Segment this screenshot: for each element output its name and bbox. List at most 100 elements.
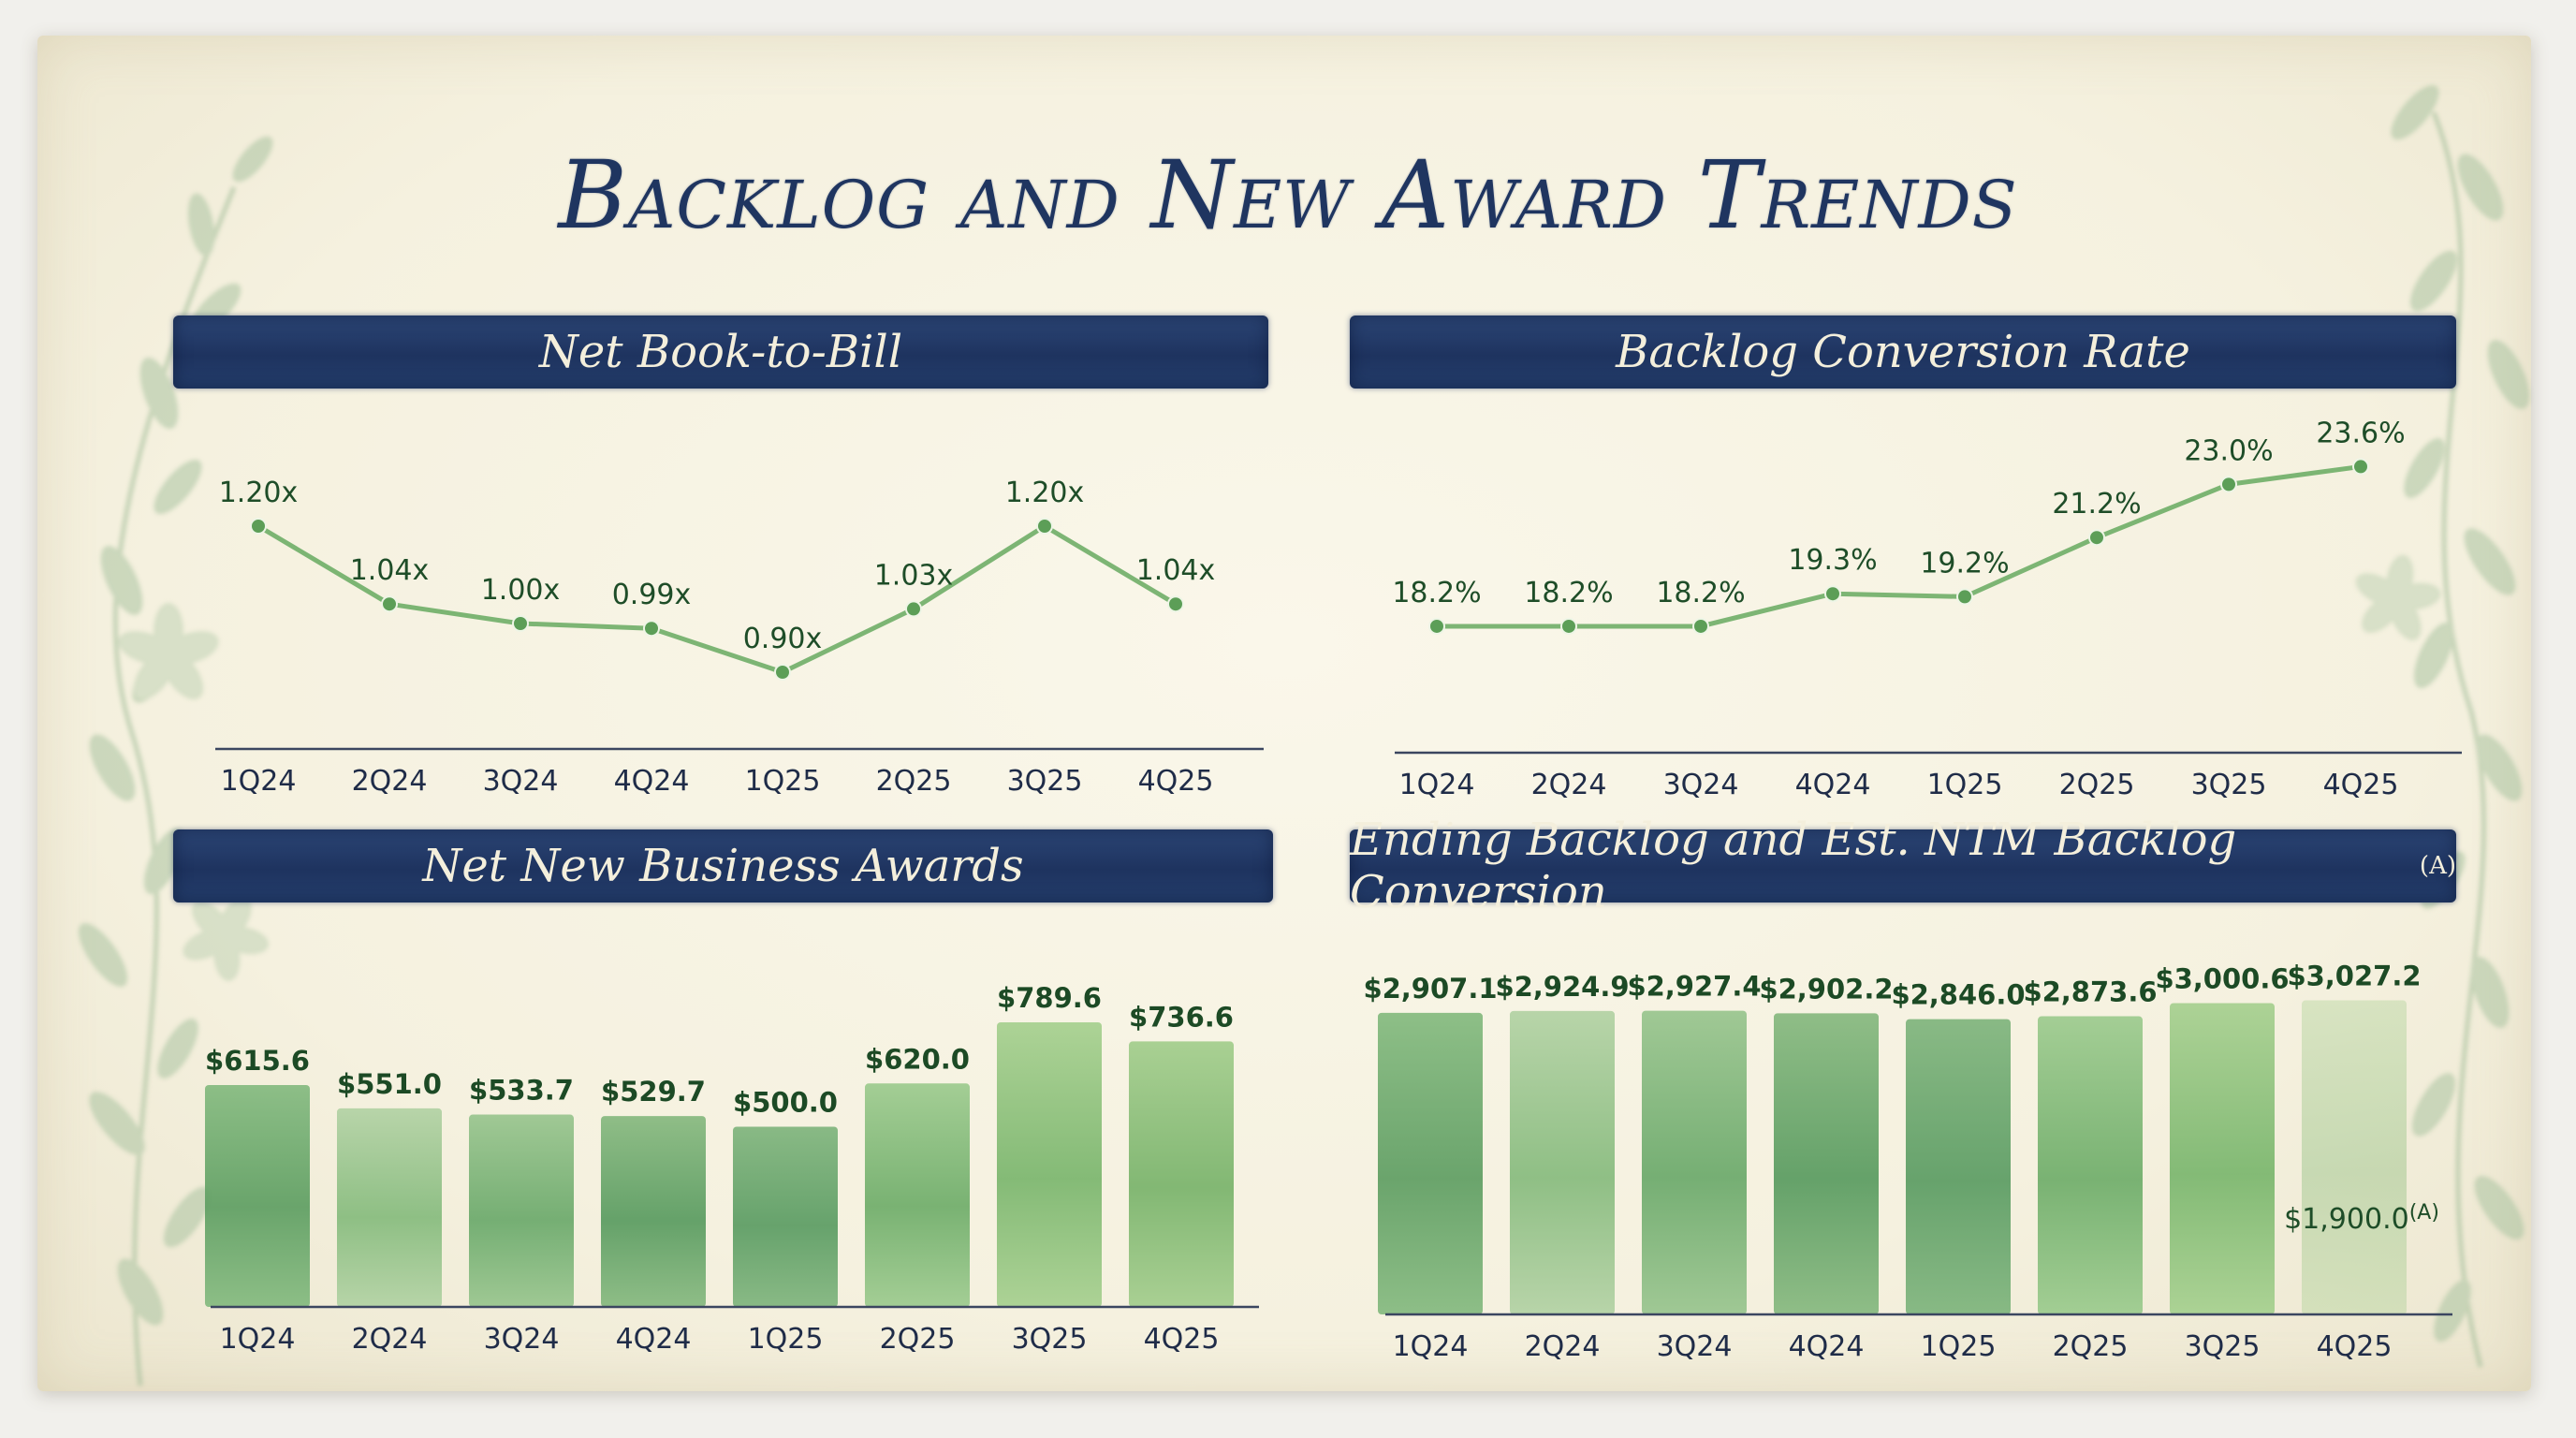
awards-bar-label: $736.6 [1129, 1001, 1234, 1033]
leaf-shape [2413, 622, 2454, 689]
leaf-shape [2434, 1279, 2471, 1343]
backlog-bar-label: $2,927.4 [1627, 971, 1761, 1003]
leaf-shape [2404, 438, 2445, 498]
awards-bar [469, 1114, 574, 1307]
panel-title-backlog: Ending Backlog and Est. NTM Backlog Conv… [1350, 814, 2237, 918]
backlog-x-tick-label: 2Q25 [2053, 1330, 2129, 1363]
backlog-bar-label: $2,902.2 [1759, 973, 1893, 1005]
book_to_bill-data-label: 0.99x [612, 579, 692, 611]
leaf-shape [89, 734, 136, 801]
backlog-bar [1510, 1010, 1615, 1314]
conversion-line-segment [1962, 535, 2100, 599]
leaf-shape [2457, 154, 2504, 221]
leaf-shape [78, 923, 128, 987]
backlog-bar-label: $2,924.9 [1495, 971, 1629, 1003]
book_to_bill-data-label: 1.00x [481, 574, 561, 607]
conversion-x-tick-label: 1Q25 [1927, 769, 2003, 801]
conversion-data-label: 19.2% [1920, 547, 2009, 580]
book_to_bill-line-segment [911, 523, 1047, 611]
book_to_bill-x-tick-label: 4Q25 [1138, 765, 1214, 798]
backlog-x-tick-label: 1Q25 [1921, 1330, 1997, 1363]
awards-bar-label: $551.0 [337, 1068, 442, 1100]
backlog-x-tick-label: 4Q24 [1789, 1330, 1865, 1363]
backlog-bar [2302, 1000, 2407, 1314]
book_to_bill-x-tick-label: 2Q25 [876, 765, 952, 798]
conversion-x-tick-label: 3Q25 [2191, 769, 2267, 801]
awards-x-tick-label: 2Q25 [880, 1323, 956, 1356]
leaf-shape [154, 459, 202, 515]
awards-x-tick-label: 3Q24 [484, 1323, 560, 1356]
leaf-shape [117, 1258, 164, 1326]
book_to_bill-line-segment [256, 523, 392, 607]
backlog-x-tick-label: 3Q24 [1657, 1330, 1733, 1363]
book_to_bill-data-label: 1.04x [1136, 554, 1216, 587]
leaf-shape [2474, 1175, 2525, 1240]
backlog-annotation-footnote: (A) [2409, 1201, 2439, 1225]
conversion-point [2088, 529, 2105, 547]
awards-bar [997, 1022, 1102, 1307]
conversion-x-tick-label: 4Q25 [2323, 769, 2399, 801]
backlog-bar [1906, 1019, 2011, 1314]
book_to_bill-point [512, 615, 529, 632]
conversion-data-label: 19.3% [1788, 544, 1877, 577]
conversion-rate-line-chart: 1Q24 2Q24 3Q24 4Q24 1Q25 2Q25 3Q25 4Q25 18.2% 18.… [1392, 417, 2462, 801]
conversion-data-label: 23.6% [2316, 417, 2405, 449]
book_to_bill-point [643, 620, 660, 638]
leaf-shape [100, 546, 143, 615]
conversion-data-label: 23.0% [2184, 434, 2273, 467]
awards-bar [601, 1116, 706, 1307]
conversion-line-segment [1830, 591, 1968, 599]
page-title: Backlog and New Award Trends [558, 140, 2018, 250]
book_to_bill-point [1036, 518, 1053, 535]
awards-bar-label: $529.7 [601, 1076, 706, 1108]
conversion-data-label: 18.2% [1524, 577, 1613, 609]
leaf-shape [232, 136, 273, 183]
awards-x-tick-label: 4Q24 [616, 1323, 692, 1356]
backlog-x-tick-label: 2Q24 [1525, 1330, 1601, 1363]
book_to_bill-x-tick-label: 1Q24 [221, 765, 297, 798]
panel-banner-backlog: Ending Backlog and Est. NTM Backlog Conv… [1350, 814, 2456, 918]
backlog-bar-label: $2,873.6 [2023, 976, 2157, 1008]
book_to_bill-line-segment [649, 625, 785, 675]
conversion-point [1824, 585, 1841, 603]
conversion-x-tick-label: 2Q25 [2059, 769, 2135, 801]
awards-bar [337, 1108, 442, 1307]
book_to_bill-line-segment [780, 606, 916, 675]
leaf-shape [2464, 528, 2516, 595]
book_to_bill-line-segment [518, 621, 654, 631]
book_to_bill-point [1167, 595, 1184, 613]
awards-bar-label: $789.6 [997, 982, 1102, 1014]
conversion-point [2352, 458, 2369, 476]
awards-bar [733, 1126, 838, 1307]
conversion-point [2220, 476, 2237, 493]
leaf-shape [139, 358, 179, 429]
leaf-shape [2409, 250, 2458, 312]
conversion-data-label: 21.2% [2052, 488, 2141, 521]
conversion-data-label: 18.2% [1392, 577, 1481, 609]
backlog-bar-label: $2,907.1 [1363, 973, 1497, 1005]
conversion-x-tick-label: 2Q24 [1531, 769, 1607, 801]
conversion-line-segment [2226, 463, 2364, 487]
book-to-bill-line-chart: 1Q24 2Q24 3Q24 4Q24 1Q25 2Q25 3Q25 4Q25 1.20x 1.0… [215, 477, 1264, 798]
awards-bar-label: $533.7 [469, 1075, 574, 1107]
book_to_bill-line-segment [387, 601, 523, 626]
conversion-point [1560, 617, 1577, 635]
backlog-bar-label: $3,027.2 [2287, 961, 2421, 992]
conversion-x-tick-label: 3Q24 [1663, 769, 1739, 801]
leaf-shape [2470, 957, 2510, 1028]
book_to_bill-x-tick-label: 3Q25 [1007, 765, 1083, 798]
backlog-bar [2038, 1016, 2143, 1314]
conversion-x-tick-label: 1Q24 [1399, 769, 1475, 801]
conversion-point [1956, 588, 1973, 606]
panel-title-conversion-rate: Backlog Conversion Rate [1616, 326, 2190, 378]
petal-shape [192, 901, 230, 942]
backlog-bar-label: $3,000.6 [2155, 962, 2289, 994]
book_to_bill-data-label: 0.90x [743, 623, 823, 655]
leaf-shape [89, 1092, 145, 1155]
awards-bar-label: $620.0 [865, 1043, 970, 1075]
book_to_bill-data-label: 1.04x [350, 554, 430, 587]
leaf-shape [163, 1186, 212, 1248]
backlog-bar [1642, 1010, 1747, 1314]
panel-title-backlog-footnote: (A) [2419, 852, 2456, 880]
backlog-x-tick-label: 4Q25 [2317, 1330, 2393, 1363]
